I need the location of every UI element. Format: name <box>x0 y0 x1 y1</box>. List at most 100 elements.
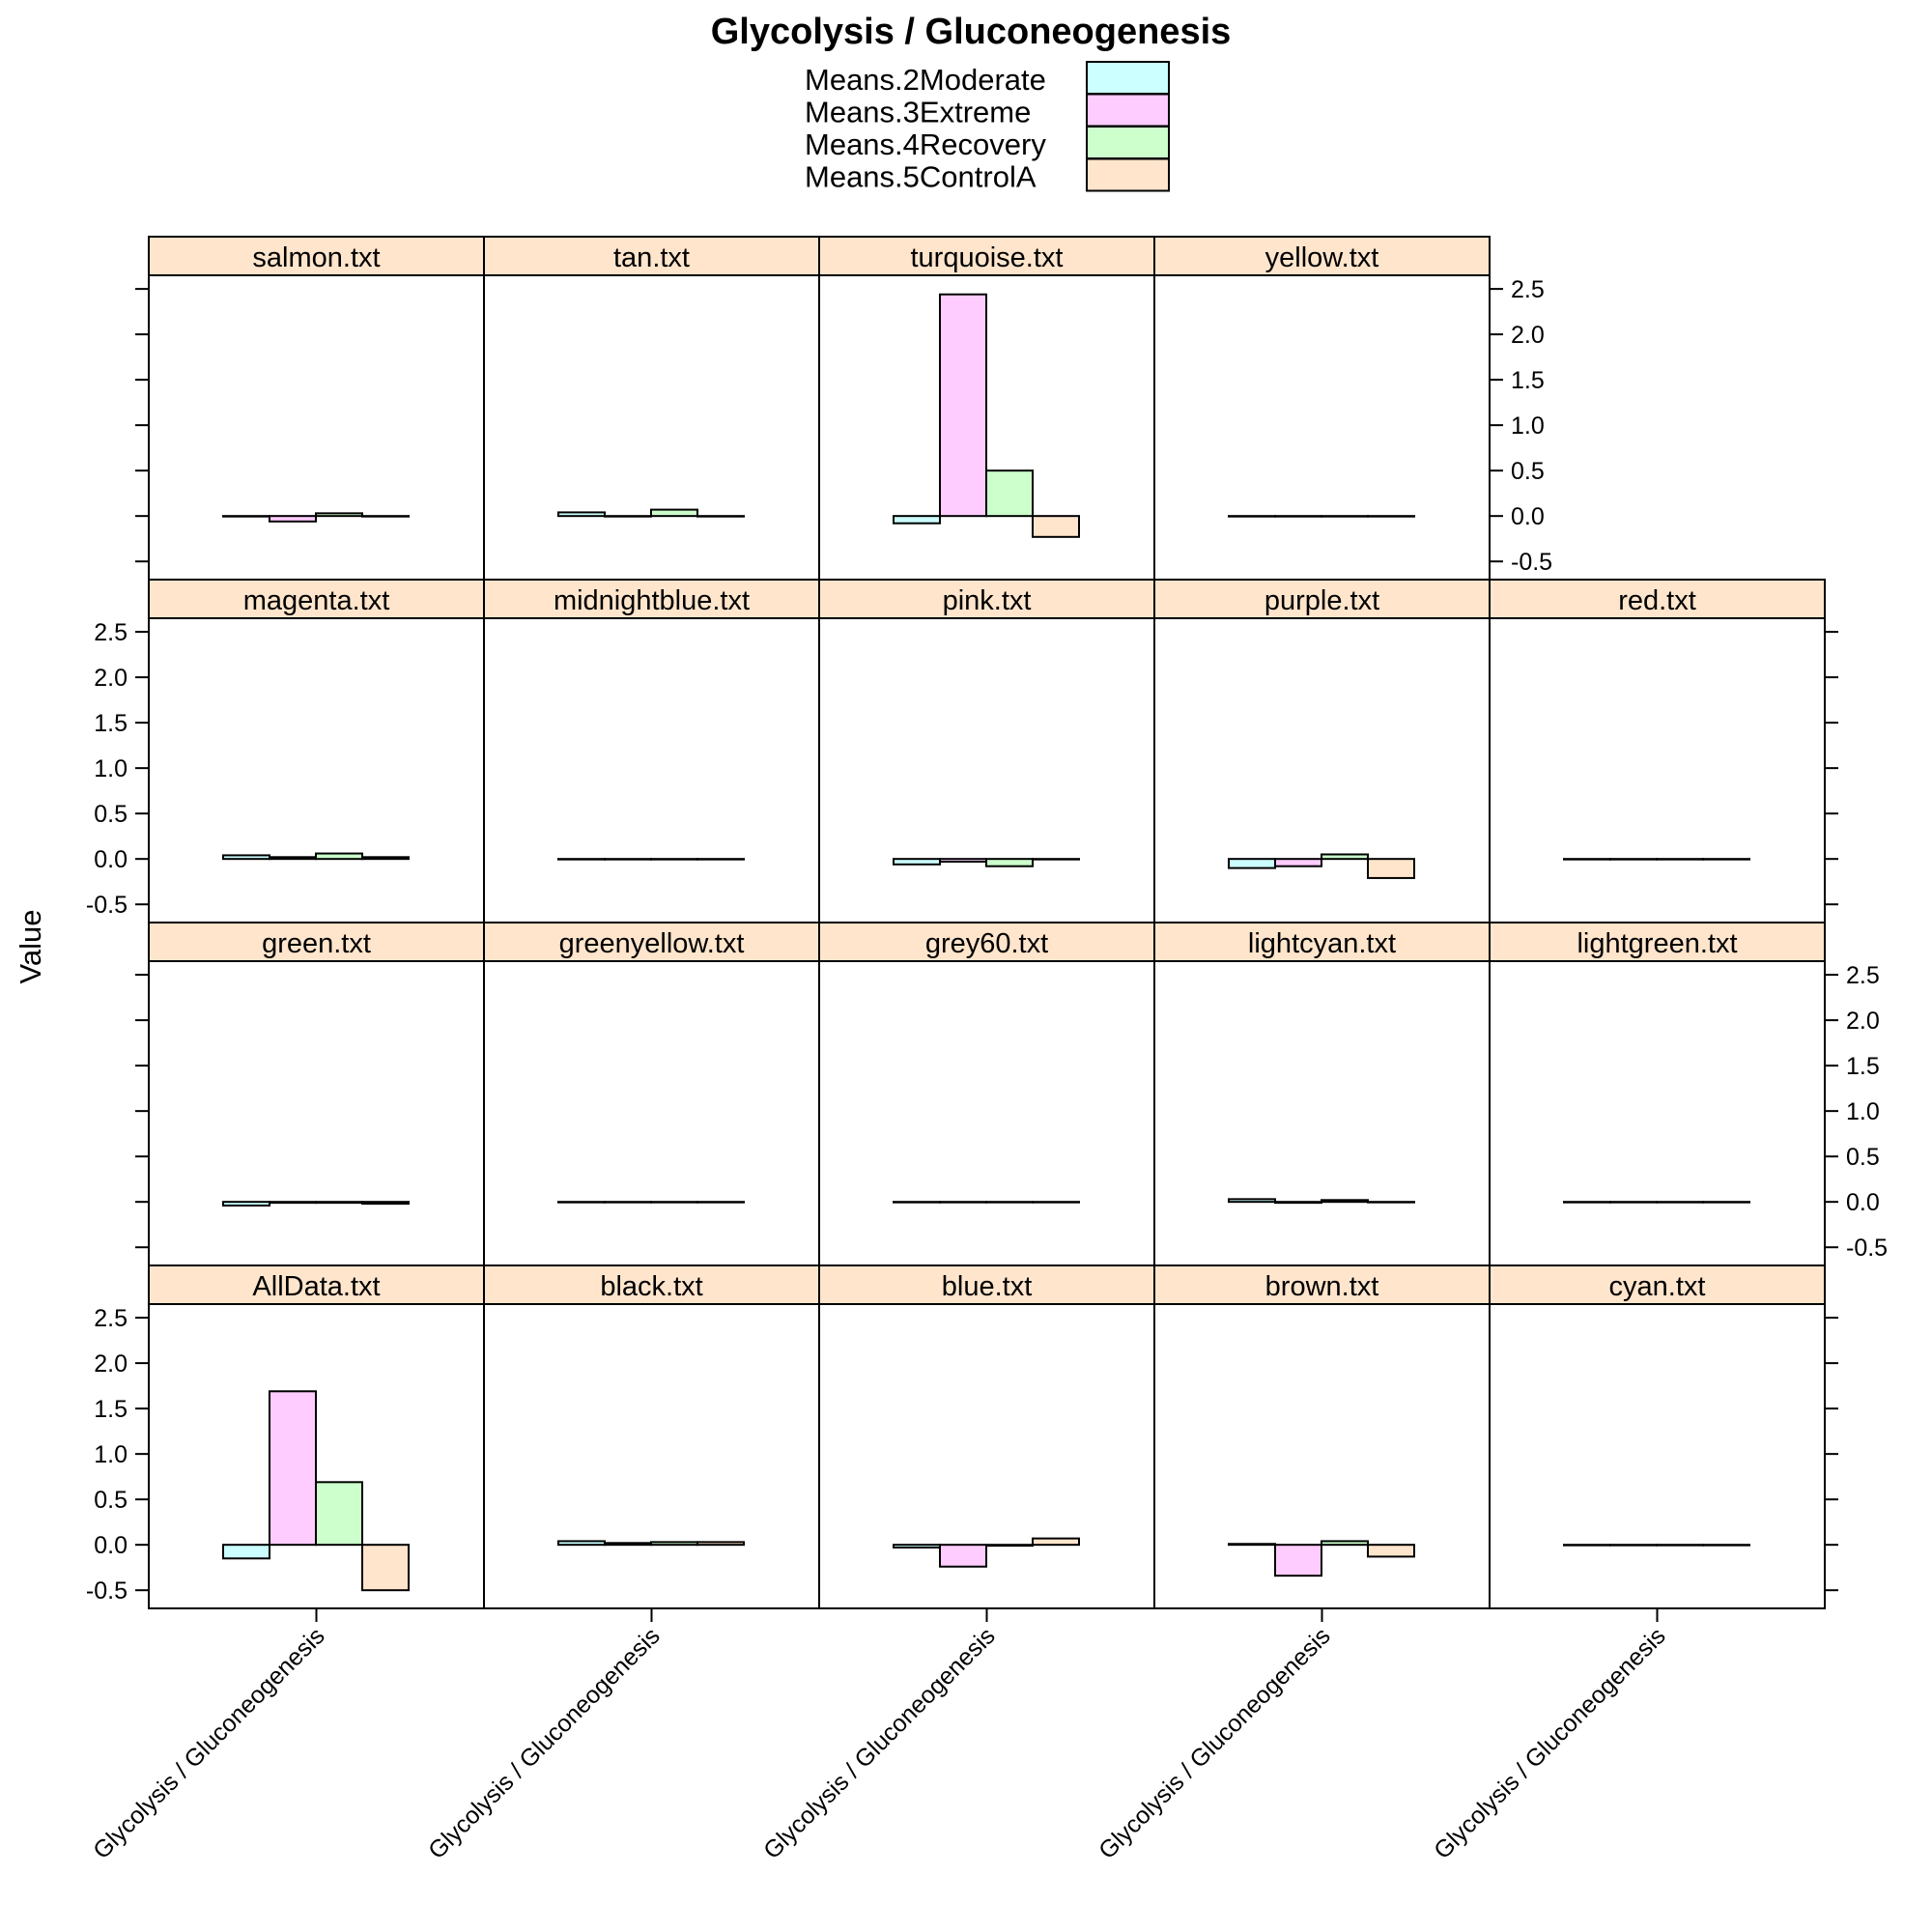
bar <box>985 1544 1034 1548</box>
bar <box>893 858 941 866</box>
bar <box>1609 858 1658 861</box>
y-tick-label: -0.5 <box>86 892 128 919</box>
x-category-label: Glycolysis / Gluconeogenesis <box>1429 1622 1671 1864</box>
panel: magenta.txt <box>148 579 485 923</box>
y-tick-label: -0.5 <box>86 1577 128 1605</box>
bar <box>939 293 987 518</box>
x-category-label: Glycolysis / Gluconeogenesis <box>88 1622 330 1864</box>
panel-strip-label: purple.txt <box>1264 585 1379 616</box>
bar <box>939 1201 987 1204</box>
bar <box>269 1201 317 1205</box>
panel-frame <box>483 617 820 923</box>
panel-strip <box>1489 579 1826 619</box>
bar <box>1228 1198 1276 1204</box>
panel-frame <box>483 274 820 581</box>
bar <box>315 512 363 518</box>
y-tick-label: 2.5 <box>1846 962 1880 989</box>
y-tick-label: 0.5 <box>94 801 128 828</box>
panel: cyan.txt <box>1489 1264 1826 1609</box>
panel-strip-label: AllData.txt <box>252 1271 380 1302</box>
bar <box>269 1390 317 1547</box>
y-tick-label: 2.0 <box>1846 1008 1880 1035</box>
y-tick-label: 1.5 <box>1846 1053 1880 1080</box>
bar <box>893 1544 941 1548</box>
panel-frame <box>148 960 485 1266</box>
bar <box>1367 515 1415 518</box>
y-tick-label: 1.5 <box>94 710 128 737</box>
y-tick-label: 2.0 <box>1511 322 1545 349</box>
bar <box>1274 1544 1322 1577</box>
bar <box>315 852 363 861</box>
panel-strip-label: salmon.txt <box>252 242 380 273</box>
legend-swatch <box>1086 126 1170 159</box>
panel-strip-label: greenyellow.txt <box>559 928 745 959</box>
bar <box>1367 1201 1415 1204</box>
panel: lightgreen.txt <box>1489 922 1826 1266</box>
panel: brown.txt <box>1153 1264 1491 1609</box>
panel-strip-label: turquoise.txt <box>911 242 1064 273</box>
panel-strip-label: black.txt <box>600 1271 702 1302</box>
bar <box>1656 1201 1704 1204</box>
legend-swatch <box>1086 93 1170 128</box>
bar <box>269 856 317 861</box>
bar <box>985 858 1034 867</box>
bar <box>315 1481 363 1547</box>
bar <box>1656 858 1704 861</box>
bar <box>269 515 317 523</box>
legend-label: Means.4Recovery <box>805 128 1046 161</box>
y-tick-label: 0.5 <box>1846 1144 1880 1171</box>
x-category-label: Glycolysis / Gluconeogenesis <box>423 1622 666 1864</box>
bar <box>1274 858 1322 867</box>
panel: red.txt <box>1489 579 1826 923</box>
bar <box>222 1544 270 1560</box>
bar <box>939 1544 987 1568</box>
bar <box>1321 1199 1369 1204</box>
legend: Means.2ModerateMeans.3ExtremeMeans.4Reco… <box>805 61 1170 194</box>
bar <box>1609 1201 1658 1204</box>
bar <box>604 1542 652 1547</box>
legend-label: Means.5ControlA <box>805 160 1037 194</box>
panel-strip-label: cyan.txt <box>1609 1271 1706 1302</box>
y-tick-label: 2.5 <box>94 1305 128 1332</box>
bar <box>1228 858 1276 869</box>
panel: turquoise.txt <box>818 236 1155 581</box>
panel-strip <box>483 1264 820 1305</box>
bar <box>315 1201 363 1205</box>
x-category-label: Glycolysis / Gluconeogenesis <box>1094 1622 1336 1864</box>
panel: midnightblue.txt <box>483 579 820 923</box>
bar <box>1321 853 1369 861</box>
y-tick-label: 1.0 <box>94 755 128 782</box>
panel: pink.txt <box>818 579 1155 923</box>
bar <box>1367 858 1415 879</box>
y-axis: -0.5 0.0 0.5 1.0 1.5 2.0 2.5 <box>86 619 1838 919</box>
bar <box>985 469 1034 518</box>
panel-strip <box>1489 922 1826 962</box>
y-axis: -0.5 0.0 0.5 1.0 1.5 2.0 2.5 <box>135 962 1888 1262</box>
bar <box>1702 858 1750 861</box>
bar <box>1563 858 1611 861</box>
y-tick-label: 1.0 <box>94 1441 128 1468</box>
panel-strip <box>818 922 1155 962</box>
panel-frame <box>1489 960 1826 1266</box>
panel-strip-label: lightgreen.txt <box>1577 928 1737 959</box>
panel-frame <box>1489 617 1826 923</box>
bar <box>1702 1544 1750 1547</box>
panel-frame <box>818 617 1155 923</box>
bar <box>361 1544 410 1592</box>
bar <box>557 858 606 861</box>
bar <box>1032 515 1080 538</box>
bar <box>1321 1540 1369 1547</box>
bar <box>557 1201 606 1204</box>
y-axis-label: Value <box>14 910 47 984</box>
panel-frame <box>1489 1303 1826 1609</box>
panel: yellow.txt <box>1153 236 1491 581</box>
bar <box>650 1201 698 1204</box>
y-tick-label: -0.5 <box>1511 549 1552 576</box>
panel-strip-label: yellow.txt <box>1265 242 1379 273</box>
panel-frame <box>483 960 820 1266</box>
panel-frame <box>1153 617 1491 923</box>
panel-strip-label: magenta.txt <box>243 585 390 616</box>
panel-frame <box>818 960 1155 1266</box>
y-tick-label: 0.0 <box>1511 503 1545 530</box>
panel-strip <box>1153 922 1491 962</box>
